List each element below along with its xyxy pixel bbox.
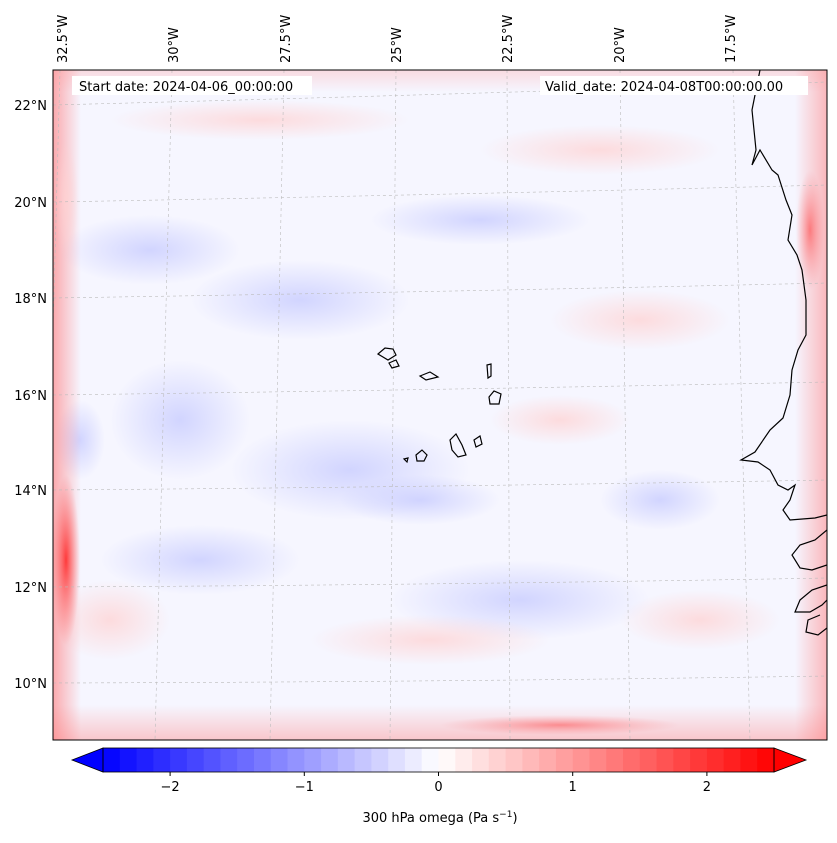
colorbar-cell — [555, 748, 574, 772]
lon-label-20w: 20°W — [613, 27, 628, 63]
lat-label-20n: 20°N — [14, 196, 47, 211]
lat-label-10n: 10°N — [14, 677, 47, 692]
lon-label-30w: 30°W — [167, 27, 182, 63]
colorbar-cell — [170, 748, 188, 772]
colorbar-cell — [220, 748, 238, 772]
colorbar-cell — [706, 748, 725, 772]
colorbar-cell — [606, 748, 624, 772]
colorbar-cell — [354, 748, 372, 772]
colorbar-cell — [488, 748, 507, 772]
colorbar-max-extension — [773, 747, 808, 773]
cape-verde-santiago — [449, 433, 467, 458]
colorbar-cell — [723, 748, 741, 772]
cape-verde-maio — [473, 435, 483, 448]
cape-verde-santo-antao — [376, 347, 397, 361]
colorbar-cell — [656, 748, 674, 772]
colorbar-cell — [388, 748, 406, 772]
colorbar-tick-label: 2 — [703, 780, 711, 795]
lon-label-22-5w: 22.5°W — [501, 15, 516, 63]
map-gridlines — [53, 70, 827, 740]
colorbar-cell — [237, 748, 255, 772]
colorbar-cell — [623, 748, 641, 772]
colorbar-label: 300 hPa omega (Pa s−1) — [362, 810, 517, 826]
longitude-labels: 32.5°W 30°W 27.5°W 25°W 22.5°W 20°W 17.5… — [56, 15, 739, 63]
cape-verde-boa-vista — [488, 390, 502, 405]
latitude-labels: 22°N 20°N 18°N 16°N 14°N 12°N 10°N — [14, 99, 47, 692]
colorbar-cell — [421, 748, 439, 772]
lat-label-14n: 14°N — [14, 484, 47, 499]
colorbar-cell — [119, 748, 138, 772]
colorbar-cell — [203, 748, 221, 772]
lat-label-22n: 22°N — [14, 99, 47, 114]
lon-label-17-5w: 17.5°W — [724, 15, 739, 63]
cape-verde-sao-nicolau — [418, 371, 440, 381]
colorbar-tick-label: 0 — [434, 780, 442, 795]
colorbar-cell — [253, 748, 272, 772]
lon-label-27-5w: 27.5°W — [279, 15, 294, 63]
colorbar-cell — [472, 748, 490, 772]
colorbar-cell — [371, 748, 389, 772]
colorbar-tick-label: −2 — [161, 780, 180, 795]
start-date-label: Start date: 2024-04-06_00:00:00 — [79, 80, 293, 95]
colorbar-cell — [522, 748, 540, 772]
lon-label-25w: 25°W — [390, 27, 405, 63]
cape-verde-fogo — [415, 449, 428, 462]
colorbar-tick-label: 1 — [569, 780, 577, 795]
cape-verde-brava — [402, 457, 409, 464]
colorbar-cell — [321, 748, 339, 772]
colorbar-min-extension — [70, 747, 104, 773]
colorbar-cell — [438, 748, 456, 772]
colorbar-cell — [287, 748, 305, 772]
colorbar-cell — [757, 748, 775, 772]
colorbar-cell — [572, 748, 590, 772]
colorbar-cell — [539, 748, 557, 772]
lon-label-32-5w: 32.5°W — [56, 15, 71, 63]
colorbar-cell — [270, 748, 289, 772]
colorbar-cell — [337, 748, 356, 772]
colorbar-cell — [673, 748, 691, 772]
colorbar-cell — [740, 748, 758, 772]
colorbar-cell — [690, 748, 708, 772]
colorbar-cell — [505, 748, 523, 772]
coastlines — [376, 70, 827, 636]
colorbar-cell — [136, 748, 154, 772]
colorbar-cell — [455, 748, 473, 772]
lat-label-12n: 12°N — [14, 581, 47, 596]
omega-field — [53, 70, 827, 740]
colorbar-tick-label: −1 — [295, 780, 314, 795]
cape-verde-sao-vicente — [388, 359, 400, 369]
colorbar-cell — [186, 748, 205, 772]
map-frame — [52, 69, 828, 741]
valid-date-label: Valid_date: 2024-04-08T00:00:00.00 — [545, 80, 783, 95]
lat-label-18n: 18°N — [14, 292, 47, 307]
cape-verde-sal — [486, 363, 492, 380]
colorbar-cell — [589, 748, 607, 772]
colorbar-cell — [304, 748, 322, 772]
colorbar-cell — [103, 748, 121, 772]
colorbar-cell — [153, 748, 171, 772]
colorbar-cell — [639, 748, 658, 772]
africa-coastline — [739, 70, 827, 636]
lat-label-16n: 16°N — [14, 389, 47, 404]
colorbar-cell — [404, 748, 423, 772]
colorbar: −2 −1 0 1 2 300 hPa omega (Pa s−1) — [70, 747, 808, 826]
